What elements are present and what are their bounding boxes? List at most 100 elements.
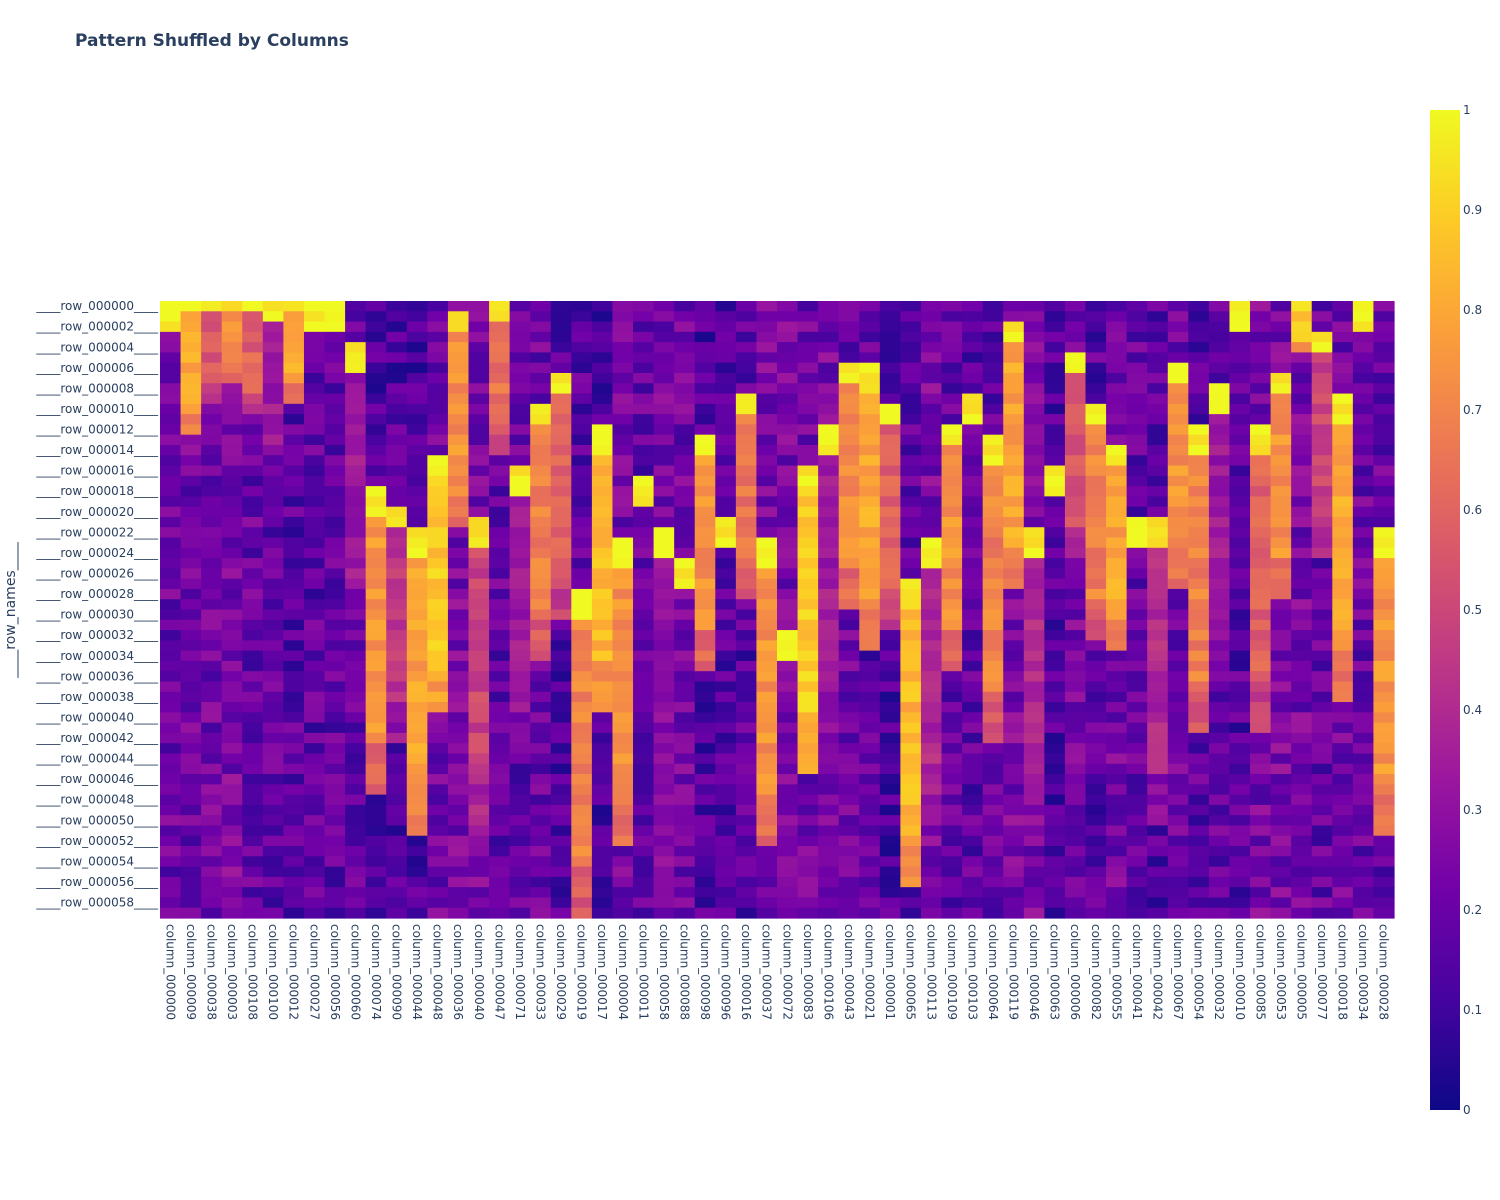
heatmap-cell [735, 763, 758, 775]
heatmap-cell [818, 599, 840, 611]
heatmap-cell [756, 331, 778, 343]
heatmap-cell [1003, 619, 1025, 631]
heatmap-cell [962, 383, 984, 395]
heatmap-cell [406, 609, 428, 621]
heatmap-cell [221, 362, 243, 374]
x-tick-label: column_000042 [1150, 924, 1164, 1020]
heatmap-cell [653, 568, 675, 580]
heatmap-cell [283, 486, 305, 497]
heatmap-cell [1023, 486, 1045, 497]
heatmap-cell [1106, 722, 1128, 734]
heatmap-cell [365, 907, 387, 919]
heatmap-cell [612, 846, 634, 857]
y-tick-label: ____row_000034____ [35, 649, 159, 663]
heatmap-cell [509, 609, 531, 621]
heatmap-cell [571, 424, 593, 436]
heatmap-cell [797, 403, 819, 415]
heatmap-cell [345, 506, 367, 518]
heatmap-cell [201, 434, 223, 446]
heatmap-cell [715, 506, 737, 518]
heatmap-cell [1003, 414, 1025, 425]
heatmap-cell [242, 825, 264, 837]
heatmap-cell [674, 732, 696, 744]
heatmap-cell [1023, 403, 1045, 415]
heatmap-cell [1126, 444, 1148, 456]
heatmap-cell [1167, 331, 1189, 343]
heatmap-cell [715, 588, 737, 600]
heatmap-cell [1291, 588, 1313, 600]
heatmap-cell [468, 907, 490, 919]
heatmap-cell [1188, 619, 1210, 631]
heatmap-cell [1044, 887, 1066, 899]
heatmap-cell [303, 578, 326, 590]
heatmap-cell [1291, 444, 1313, 456]
heatmap-cell [777, 527, 799, 539]
heatmap-cell [1352, 897, 1375, 909]
heatmap-cell [1352, 866, 1375, 878]
heatmap-cell [674, 876, 696, 888]
heatmap-cell [694, 702, 716, 713]
heatmap-cell [941, 414, 963, 425]
heatmap-cell [1044, 578, 1066, 590]
heatmap-cell [941, 794, 963, 806]
heatmap-cell [653, 609, 675, 621]
heatmap-cell [920, 856, 943, 868]
heatmap-cell [633, 578, 655, 590]
heatmap-cell [550, 383, 572, 395]
heatmap-cell [1064, 804, 1087, 816]
heatmap-cell [797, 393, 819, 405]
heatmap-cell [1085, 630, 1107, 641]
heatmap-cell [550, 465, 572, 477]
heatmap-cell [262, 691, 284, 703]
heatmap-cell [1229, 640, 1251, 652]
heatmap-cell [180, 856, 202, 868]
heatmap-cell [1352, 835, 1375, 847]
heatmap-cell [489, 835, 511, 847]
heatmap-cell [571, 516, 593, 528]
heatmap-cell [406, 887, 428, 899]
heatmap-cell [1167, 702, 1189, 713]
y-tick-label: ____row_000028____ [35, 587, 159, 601]
heatmap-cell [879, 835, 901, 847]
heatmap-cell [941, 558, 963, 569]
heatmap-cell [1064, 465, 1087, 477]
heatmap-cell [1270, 887, 1292, 899]
heatmap-cell [777, 434, 799, 446]
heatmap-cell [1188, 866, 1210, 878]
heatmap-cell [427, 537, 449, 549]
heatmap-cell [201, 383, 223, 395]
heatmap-cell [612, 763, 634, 775]
heatmap-cell [1270, 619, 1292, 631]
heatmap-cell [1208, 372, 1231, 384]
heatmap-cell [1332, 547, 1354, 559]
heatmap-cell [160, 671, 182, 683]
heatmap-cell [1003, 907, 1025, 919]
x-tick-label: column_000067 [1171, 924, 1185, 1020]
heatmap-cell [345, 516, 367, 528]
heatmap-cell [591, 650, 614, 662]
heatmap-cell [653, 424, 675, 436]
heatmap-cell [612, 825, 634, 837]
heatmap-cell [1270, 640, 1292, 652]
x-tick-label: column_000098 [698, 924, 712, 1020]
heatmap-cell [735, 599, 758, 611]
heatmap-cell [1147, 702, 1169, 713]
heatmap-cell [1373, 640, 1395, 652]
heatmap-cell [879, 588, 901, 600]
heatmap-cell [303, 774, 326, 785]
heatmap-cell [777, 578, 799, 590]
heatmap-cell [1003, 301, 1025, 312]
heatmap-cell [262, 866, 284, 878]
heatmap-cell [509, 876, 531, 888]
heatmap-cell [345, 753, 367, 765]
heatmap-cell [386, 444, 408, 456]
heatmap-cell [920, 393, 943, 405]
heatmap-cell [612, 444, 634, 456]
heatmap-cell [674, 609, 696, 621]
heatmap-cell [1229, 444, 1251, 456]
heatmap-cell [427, 434, 449, 446]
heatmap-cell [1147, 301, 1169, 312]
heatmap-cell [1126, 671, 1148, 683]
heatmap-cell [489, 383, 511, 395]
heatmap-cell [797, 414, 819, 425]
